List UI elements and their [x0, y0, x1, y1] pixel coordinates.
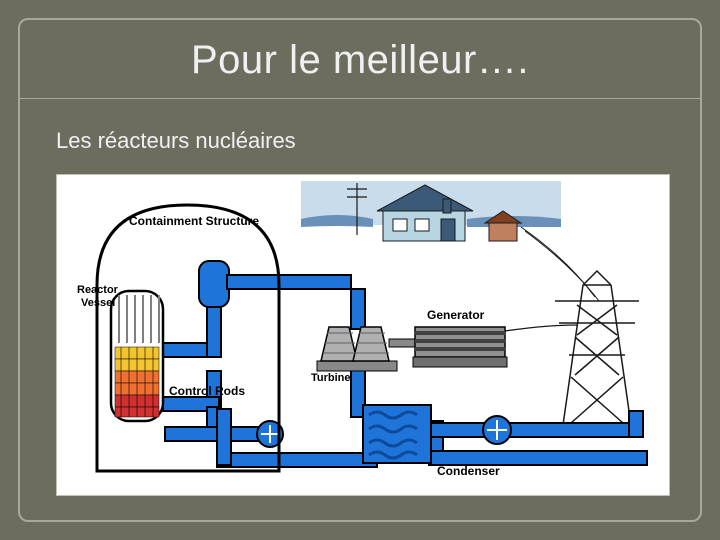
label-condenser: Condenser: [437, 464, 500, 478]
power-lines: [521, 227, 599, 301]
slide-title: Pour le meilleur….: [0, 38, 720, 83]
label-turbine: Turbine: [311, 372, 351, 384]
label-reactor-vessel-1: Reactor: [77, 284, 119, 296]
turbine: [317, 327, 415, 371]
diagram-svg: Containment Structure Reactor Vessel Con…: [57, 175, 669, 495]
title-underline: [18, 98, 702, 99]
reactor-diagram: Containment Structure Reactor Vessel Con…: [56, 174, 670, 496]
reactor-vessel: [111, 291, 163, 421]
label-control-rods: Control Rods: [169, 384, 245, 398]
slide-subtitle: Les réacteurs nucléaires: [56, 128, 296, 154]
gen-to-tower-line: [505, 325, 577, 331]
label-reactor-vessel-2: Vessel: [81, 297, 115, 309]
slide: Pour le meilleur…. Les réacteurs nucléai…: [0, 0, 720, 540]
label-containment: Containment Structure: [129, 214, 259, 228]
condenser: [363, 405, 431, 463]
transmission-tower-icon: [555, 271, 639, 425]
label-generator: Generator: [427, 308, 485, 322]
generator: [413, 327, 507, 367]
